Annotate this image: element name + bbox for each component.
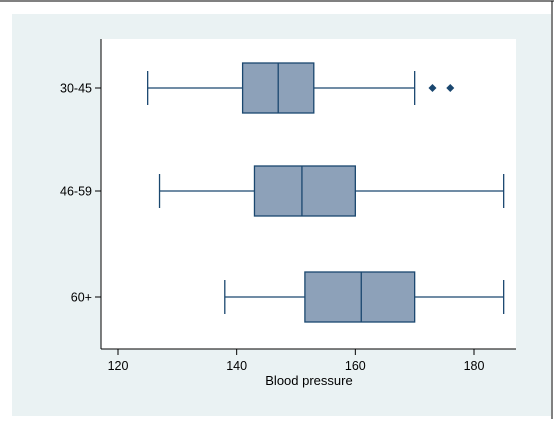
box-group-46-59 bbox=[158, 165, 505, 217]
x-tick-label: 180 bbox=[464, 359, 485, 373]
x-tick-label: 120 bbox=[108, 359, 129, 373]
y-tick-label: 60+ bbox=[71, 291, 92, 305]
box-group-30-45 bbox=[147, 62, 455, 114]
y-tick-label: 46-59 bbox=[60, 185, 92, 199]
box-group-60+ bbox=[224, 271, 505, 323]
x-ticks-layer: 120 140 160 180 bbox=[108, 349, 485, 373]
x-tick-label: 160 bbox=[345, 359, 366, 373]
iqr-box bbox=[304, 271, 416, 323]
outlier-point bbox=[446, 84, 455, 92]
iqr-box bbox=[253, 165, 356, 217]
x-tick-label: 140 bbox=[226, 359, 247, 373]
y-tick-label: 30-45 bbox=[60, 82, 92, 96]
y-ticks-layer: 30-45 46-59 60+ bbox=[60, 82, 101, 305]
outlier-point bbox=[428, 84, 437, 92]
boxes-layer bbox=[147, 62, 505, 323]
x-axis-title: Blood pressure bbox=[265, 373, 352, 388]
